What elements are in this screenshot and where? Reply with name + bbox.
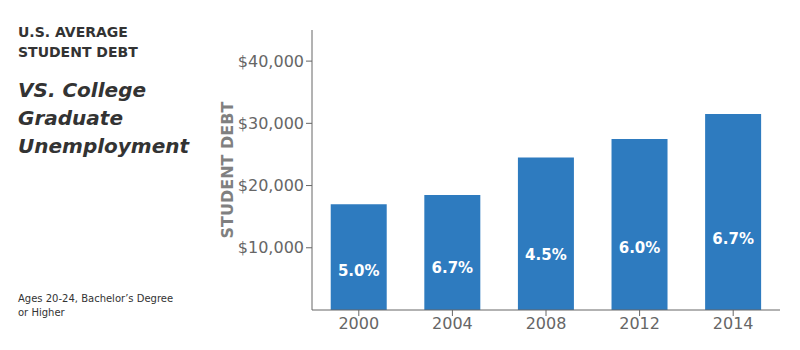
svg-text:2000: 2000 (338, 314, 379, 333)
html-text:U.S. AVERAGE STUDENT DEBT: U.S. AVERAGE STUDENT DEBT (18, 24, 138, 60)
svg-text:2008: 2008 (526, 314, 567, 333)
svg-text:4.5%: 4.5% (525, 246, 567, 264)
svg-text:2004: 2004 (432, 314, 473, 333)
svg-text:$10,000: $10,000 (238, 238, 304, 257)
svg-text:6.0%: 6.0% (619, 239, 661, 257)
svg-text:2012: 2012 (619, 314, 660, 333)
svg-text:$30,000: $30,000 (238, 114, 304, 133)
svg-text:$20,000: $20,000 (238, 176, 304, 195)
svg-text:6.7%: 6.7% (432, 259, 474, 277)
svg-text:STUDENT DEBT: STUDENT DEBT (218, 102, 237, 239)
svg-text:5.0%: 5.0% (338, 262, 380, 280)
svg-text:6.7%: 6.7% (712, 230, 754, 248)
html-text:Ages 20-24, Bachelor’s Degree: Ages 20-24, Bachelor’s Degree or Higher (18, 293, 174, 318)
svg-text:$40,000: $40,000 (238, 52, 304, 71)
html-text:VS. College Graduate Unemploym: VS. College Graduate Unemployment (18, 78, 189, 158)
svg-text:2014: 2014 (713, 314, 754, 333)
